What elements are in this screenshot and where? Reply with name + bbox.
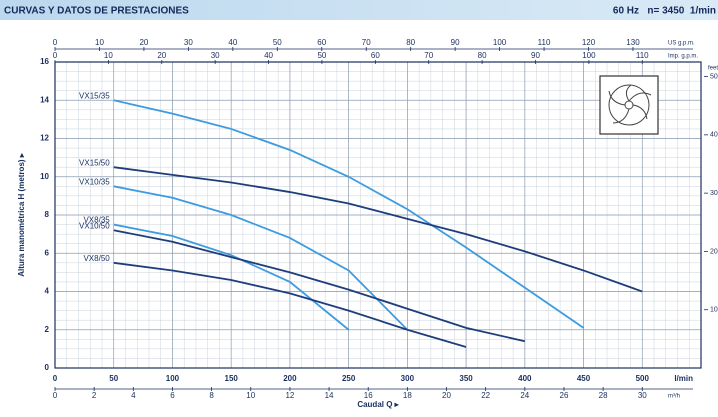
secondary-tick-label: 70	[424, 51, 433, 60]
secondary-axis-label: Imp. g.p.m.	[668, 54, 698, 60]
y-axis-label: Altura manométrica H (metros) ▸	[17, 152, 26, 277]
secondary-tick-label: 130	[626, 38, 640, 47]
secondary-tick-label: 0	[53, 38, 58, 47]
secondary-tick-label: 60	[371, 51, 380, 60]
y-tick-label: 14	[40, 95, 49, 104]
series-label: VX10/50	[79, 221, 110, 230]
x-tick-label: 200	[283, 374, 297, 383]
secondary-tick-label: 10	[104, 51, 113, 60]
secondary-tick-label: 50	[273, 38, 282, 47]
y2-axis-label: feet	[708, 66, 718, 72]
secondary-tick-label: 80	[478, 51, 487, 60]
x-tick-label: 50	[109, 374, 118, 383]
x-tick-label: 350	[459, 374, 473, 383]
secondary-tick-label: 26	[560, 391, 569, 400]
secondary-tick-label: 10	[95, 38, 104, 47]
secondary-tick-label: 6	[170, 391, 175, 400]
secondary-tick-label: 100	[493, 38, 507, 47]
secondary-tick-label: 70	[362, 38, 371, 47]
secondary-tick-label: 90	[531, 51, 540, 60]
secondary-axis-label: US g.p.m.	[668, 41, 695, 47]
series-label: VX8/50	[83, 254, 110, 263]
y-tick-label: 0	[45, 363, 50, 372]
secondary-tick-label: 24	[520, 391, 529, 400]
secondary-tick-label: 18	[403, 391, 412, 400]
secondary-tick-label: 60	[317, 38, 326, 47]
secondary-tick-label: 80	[406, 38, 415, 47]
x-tick-label: 250	[342, 374, 356, 383]
secondary-tick-label: 110	[636, 51, 649, 60]
impeller-icon	[599, 75, 659, 135]
secondary-tick-label: 0	[53, 51, 58, 60]
secondary-tick-label: 40	[264, 51, 273, 60]
x-tick-label: 0	[53, 374, 58, 383]
secondary-tick-label: 14	[325, 391, 334, 400]
x-tick-label: 400	[518, 374, 532, 383]
x-axis-label: Caudal Q ▸	[357, 400, 399, 409]
secondary-tick-label: 2	[92, 391, 97, 400]
secondary-tick-label: 8	[209, 391, 214, 400]
series-label: VX15/35	[79, 91, 110, 100]
secondary-tick-label: 30	[638, 391, 647, 400]
secondary-tick-label: 50	[317, 51, 326, 60]
secondary-tick-label: 22	[481, 391, 490, 400]
header-bar	[0, 0, 718, 20]
y2-tick-label: 50	[710, 73, 718, 80]
curve	[113, 223, 350, 331]
x-tick-label: 300	[401, 374, 415, 383]
secondary-tick-label: 0	[53, 391, 58, 400]
y2-tick-label: 10	[710, 307, 718, 314]
y-tick-label: 6	[45, 248, 50, 257]
series-label: VX10/35	[79, 177, 110, 186]
series-label: VX8/35	[83, 216, 110, 225]
secondary-tick-label: 12	[285, 391, 294, 400]
secondary-tick-label: 30	[184, 38, 193, 47]
y-tick-label: 12	[40, 134, 49, 143]
y2-tick-label: 20	[710, 248, 718, 255]
secondary-tick-label: 20	[157, 51, 166, 60]
y-tick-label: 2	[45, 325, 50, 334]
y2-tick-label: 30	[710, 190, 718, 197]
curve	[113, 185, 409, 331]
secondary-tick-label: 100	[582, 51, 596, 60]
y2-tick-label: 40	[710, 132, 718, 139]
secondary-tick-label: 110	[538, 38, 551, 47]
chart-title: CURVAS Y DATOS DE PRESTACIONES	[4, 6, 189, 17]
curve	[113, 229, 526, 343]
y-tick-label: 4	[45, 287, 50, 296]
secondary-tick-label: 28	[599, 391, 608, 400]
curve	[113, 261, 467, 348]
x-tick-label: 150	[225, 374, 239, 383]
secondary-tick-label: 20	[139, 38, 148, 47]
secondary-tick-label: 30	[211, 51, 220, 60]
y-tick-label: 10	[40, 172, 49, 181]
secondary-tick-label: 16	[364, 391, 373, 400]
x-unit: l/min	[674, 374, 693, 383]
series-label: VX15/50	[79, 158, 110, 167]
x-tick-label: 100	[166, 374, 180, 383]
x-tick-label: 450	[577, 374, 591, 383]
curve	[113, 166, 643, 293]
y-tick-label: 16	[40, 57, 49, 66]
x-tick-label: 500	[636, 374, 650, 383]
secondary-tick-label: 10	[246, 391, 255, 400]
secondary-tick-label: 90	[451, 38, 460, 47]
curve	[113, 99, 585, 329]
y-tick-label: 8	[45, 210, 50, 219]
secondary-tick-label: 120	[582, 38, 596, 47]
secondary-tick-label: 40	[228, 38, 237, 47]
chart-subtitle: 60 Hz n= 3450 1/min	[613, 6, 716, 17]
secondary-tick-label: 4	[131, 391, 136, 400]
secondary-tick-label: 20	[442, 391, 451, 400]
secondary-axis-label: m³/h	[668, 394, 680, 400]
